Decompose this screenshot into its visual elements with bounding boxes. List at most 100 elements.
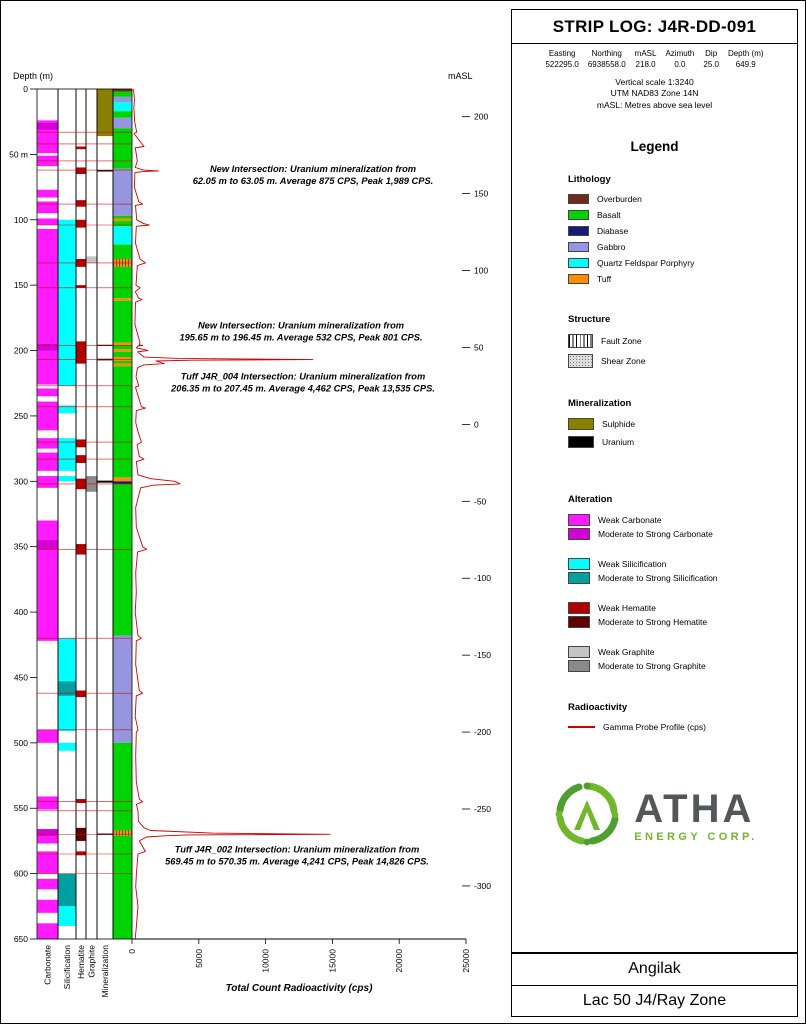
overburden-swatch <box>568 194 589 205</box>
legend-section-lithology: Lithology Overburden Basalt Diabase Gabbro Qu… <box>568 174 789 285</box>
legend-section-title: Structure <box>568 314 611 326</box>
meta-depth-m-: Depth (m) 649.9 <box>727 49 764 69</box>
meta-azimuth: Azimuth 0.0 <box>665 49 695 69</box>
svg-text:-50: -50 <box>474 496 487 506</box>
hem-weak-swatch <box>568 602 590 615</box>
company-logo: ATHA ENERGY CORP. <box>512 778 797 855</box>
legend-item-label: Gabbro <box>597 242 626 253</box>
svg-text:100: 100 <box>14 215 28 225</box>
hem-mod-swatch <box>568 616 590 629</box>
svg-text:-250: -250 <box>474 804 491 814</box>
logo-subtitle: ENERGY CORP. <box>634 831 758 844</box>
utm-zone-note: UTM NAD83 Zone 14N <box>610 88 699 99</box>
legend-item: Moderate to Strong Carbonate <box>568 528 789 541</box>
svg-text:-100: -100 <box>474 573 491 583</box>
svg-text:Carbonate: Carbonate <box>43 945 53 985</box>
legend-item-label: Uranium <box>602 437 635 448</box>
legend-item-label: Moderate to Strong Graphite <box>598 661 706 672</box>
legend-section-radioactivity: Radioactivity Gamma Probe Profile (cps) <box>568 702 789 732</box>
legend-section-title: Mineralization <box>568 398 632 410</box>
legend-item-label: Overburden <box>597 194 642 205</box>
column-borders <box>36 88 133 940</box>
annotation-line: Tuff J4R_004 Intersection: Uranium miner… <box>181 371 426 381</box>
svg-text:15000: 15000 <box>327 949 337 973</box>
legend-item-label: Sulphide <box>602 419 636 430</box>
meta-masl: mASL 218.0 <box>634 49 657 69</box>
svg-text:550: 550 <box>14 803 28 813</box>
sulphide-swatch <box>568 418 594 431</box>
svg-text:400: 400 <box>14 607 28 617</box>
legend-item-label: Fault Zone <box>601 336 642 347</box>
legend-item: Uranium <box>568 436 789 449</box>
carb-weak-swatch <box>568 514 590 527</box>
meta-easting: Easting 522295.0 <box>545 49 579 69</box>
legend-section-structure: Structure Fault Zone Shear Zone <box>568 314 789 369</box>
cps-axis: 0 5000 10000 15000 20000 25000 Total Count Rad… <box>127 938 471 994</box>
annotation-line: 569.45 m to 570.35 m. Average 4,241 CPS,… <box>165 857 429 867</box>
legend-item: Shear Zone <box>568 354 789 369</box>
cps-axis-title: Total Count Radioactivity (cps) <box>226 983 374 994</box>
annotation-line: New Intersection: Uranium mineralization… <box>210 164 416 174</box>
info-panel: STRIP LOG: J4R-DD-091 Easting 522295.0 Nor… <box>511 9 798 953</box>
page-title: STRIP LOG: J4R-DD-091 <box>512 10 797 44</box>
svg-text:Mineralization: Mineralization <box>100 945 110 998</box>
annotation-line: 206.35 m to 207.45 m. Average 4,462 CPS,… <box>170 383 435 393</box>
tuff-swatch <box>568 274 589 285</box>
legend-item: Diabase <box>568 226 789 237</box>
atha-logo-icon <box>551 778 623 855</box>
legend-item: Fault Zone <box>568 334 789 349</box>
legend-section-mineralization: Mineralization Sulphide Uranium <box>568 398 789 449</box>
legend-section-title: Lithology <box>568 174 611 186</box>
svg-text:Graphite: Graphite <box>87 945 97 978</box>
meta-northing: Northing 6938558.0 <box>587 49 626 69</box>
legend-item-label: Quartz Feldspar Porphyry <box>597 258 695 269</box>
svg-text:10000: 10000 <box>261 949 271 973</box>
legend-item-label: Moderate to Strong Carbonate <box>598 529 713 540</box>
logo-wordmark: ATHA ENERGY CORP. <box>634 789 758 844</box>
annotation-line: New Intersection: Uranium mineralization… <box>198 320 404 330</box>
svg-text:Silicification: Silicification <box>62 945 72 990</box>
silicification-column <box>58 219 76 926</box>
svg-text:350: 350 <box>14 542 28 552</box>
collar-meta-table: Easting 522295.0 Northing 6938558.0 mASL 218.… <box>512 44 797 72</box>
meta-dip: Dip 25.0 <box>703 49 719 69</box>
svg-text:200: 200 <box>474 112 488 122</box>
gabbro-swatch <box>568 242 589 253</box>
annotation-line: Tuff J4R_002 Intersection: Uranium miner… <box>175 845 420 855</box>
gamma-profile-trace <box>133 89 331 939</box>
uranium-swatch <box>568 436 594 449</box>
diabase-swatch <box>568 226 589 237</box>
title-block: Angilak Lac 50 J4/Ray Zone <box>511 953 798 1017</box>
svg-text:200: 200 <box>14 346 28 356</box>
legend-section-alteration: Alteration Weak Carbonate Moderate to Stro… <box>568 494 789 673</box>
svg-text:Depth (m): Depth (m) <box>13 71 53 81</box>
carbonate-column <box>37 120 58 939</box>
svg-text:300: 300 <box>14 476 28 486</box>
gra-mod-swatch <box>568 660 590 673</box>
legend-sections: Lithology Overburden Basalt Diabase Gabbro Qu… <box>512 174 797 732</box>
svg-text:-300: -300 <box>474 881 491 891</box>
legend-item-label: Tuff <box>597 274 612 285</box>
basalt-swatch <box>568 210 589 221</box>
svg-text:20000: 20000 <box>394 949 404 973</box>
sil-mod-swatch <box>568 572 590 585</box>
fault-swatch <box>568 334 593 349</box>
legend-item: Weak Silicification <box>568 558 789 571</box>
legend-section-title: Radioactivity <box>568 702 628 714</box>
project-name: Angilak <box>628 960 681 978</box>
legend-item: Moderate to Strong Hematite <box>568 616 789 629</box>
gra-weak-swatch <box>568 646 590 659</box>
legend-item: Weak Carbonate <box>568 514 789 527</box>
annotation-line: 195.65 m to 196.45 m. Average 532 CPS, P… <box>179 332 422 342</box>
svg-text:250: 250 <box>14 411 28 421</box>
svg-text:Hematite: Hematite <box>76 945 86 979</box>
legend-item: Overburden <box>568 194 789 205</box>
svg-text:500: 500 <box>14 738 28 748</box>
legend-item-label: Weak Graphite <box>598 647 655 658</box>
legend-item: Weak Graphite <box>568 646 789 659</box>
scale-notes: Vertical scale 1:3240 UTM NAD83 Zone 14N… <box>512 77 797 113</box>
strip-log-panel: Depth (m) 0 50 m 100 150 200 250 300 350 400 450 50… <box>1 1 511 1025</box>
svg-text:-150: -150 <box>474 650 491 660</box>
legend-item: Moderate to Strong Silicification <box>568 572 789 585</box>
